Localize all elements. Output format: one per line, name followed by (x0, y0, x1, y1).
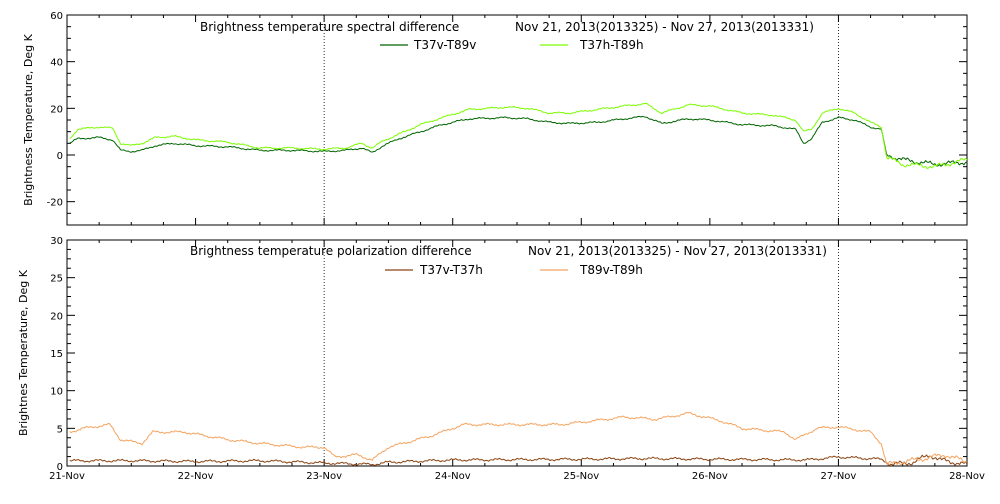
x-tick-label: 28-Nov (949, 471, 985, 482)
y-tick-label: 10 (50, 387, 63, 398)
plot-frame (66, 239, 968, 467)
y-tick-label: 5 (57, 424, 63, 435)
y-tick-label: 30 (50, 236, 63, 247)
x-tick-label: 21-Nov (49, 471, 85, 482)
chart-title: Brightness temperature polarization diff… (190, 244, 472, 258)
series-line-t37v-t37h (69, 454, 968, 467)
chart-panel-1: -20 0 20 40 60 Brightness Temperature, Deg K B… (22, 11, 968, 226)
y-tick-label: 60 (50, 11, 63, 22)
x-tick-label: 23-Nov (306, 471, 342, 482)
chart-date-range: Nov 21, 2013(2013325) - Nov 27, 2013(201… (528, 244, 827, 258)
series-line-t37h-t89h (69, 102, 968, 170)
y-tick-label: 40 (50, 58, 63, 69)
chart-title: Brightness temperature spectral differen… (200, 20, 459, 34)
y-tick-label: 25 (50, 274, 63, 285)
chart-panel-2: 21-Nov 22-Nov 23-Nov 24-Nov 25-Nov 26-Nov 27-N… (17, 236, 985, 482)
y-tick-label: 0 (57, 151, 63, 162)
chart-date-range: Nov 21, 2013(2013325) - Nov 27, 2013(201… (515, 20, 814, 34)
x-tick-label: 25-Nov (563, 471, 599, 482)
series-line-t89v-t89h (69, 411, 968, 466)
legend-label: T89v-T89h (579, 263, 643, 277)
y-axis-label: Brightness Temperature, Deg K (22, 33, 35, 205)
y-axis-label: Brightnes Temperature, Deg K (17, 269, 30, 436)
legend-label: T37v-T37h (419, 263, 483, 277)
x-tick-label: 26-Nov (692, 471, 728, 482)
y-tick-label: -20 (47, 198, 63, 209)
x-tick-label: 27-Nov (820, 471, 856, 482)
legend-label: T37h-T89h (579, 38, 644, 52)
series-line-t37v-t89v (69, 115, 968, 167)
y-tick-label: 15 (50, 349, 63, 360)
y-tick-label: 20 (50, 104, 63, 115)
x-tick-label: 24-Nov (435, 471, 471, 482)
x-tick-label: 22-Nov (178, 471, 214, 482)
y-tick-label: 20 (50, 311, 63, 322)
y-tick-label: 0 (57, 462, 63, 473)
legend-label: T37v-T89v (413, 38, 476, 52)
